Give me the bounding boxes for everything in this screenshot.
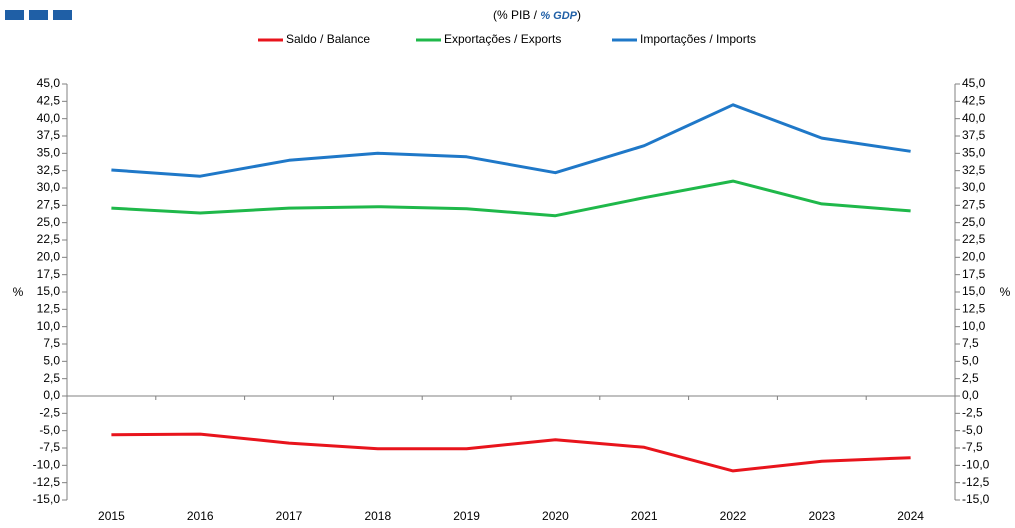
y2-tick-label: 22,5 — [962, 232, 986, 246]
y-tick-label: 45,0 — [37, 76, 61, 90]
x-tick-label: 2018 — [364, 509, 391, 523]
logo-block — [53, 10, 72, 20]
x-tick-label: 2023 — [808, 509, 835, 523]
subtitle-end: ) — [577, 8, 581, 22]
y2-tick-label: 7,5 — [962, 336, 979, 350]
subtitle-en: % GDP — [540, 10, 577, 22]
y-tick-label: 27,5 — [37, 198, 61, 212]
y-tick-label: 0,0 — [43, 388, 60, 402]
x-tick-label: 2024 — [897, 509, 924, 523]
y2-tick-label: 40,0 — [962, 111, 986, 125]
logo-block — [5, 10, 24, 20]
y-tick-label: 25,0 — [37, 215, 61, 229]
series-line — [111, 432, 911, 473]
y-tick-label: 10,0 — [37, 319, 61, 333]
y-tick-label: 12,5 — [37, 302, 61, 316]
x-tick-label: 2022 — [720, 509, 747, 523]
y2-tick-label: 10,0 — [962, 319, 986, 333]
y-tick-label: 22,5 — [37, 232, 61, 246]
y2-tick-label: 12,5 — [962, 302, 986, 316]
y-tick-label: 32,5 — [37, 163, 61, 177]
y-tick-label: 2,5 — [43, 371, 60, 385]
y2-tick-label: -12,5 — [962, 475, 990, 489]
y2-tick-label: 35,0 — [962, 146, 986, 160]
y2-tick-label: 45,0 — [962, 76, 986, 90]
x-tick-label: 2015 — [98, 509, 125, 523]
y2-tick-label: 32,5 — [962, 163, 986, 177]
logo-block — [29, 10, 48, 20]
y-tick-label: -10,0 — [33, 458, 61, 472]
series-line — [111, 103, 911, 178]
legend-label: Saldo / Balance — [286, 32, 370, 46]
y2-tick-label: 30,0 — [962, 180, 986, 194]
y-tick-label: -5,0 — [39, 423, 60, 437]
y-axis-label: % — [13, 285, 24, 299]
series-line — [111, 179, 911, 218]
y2-tick-label: 5,0 — [962, 354, 979, 368]
y-tick-label: 20,0 — [37, 250, 61, 264]
y2-tick-label: -7,5 — [962, 440, 983, 454]
y2-tick-label: 25,0 — [962, 215, 986, 229]
y2-tick-label: 27,5 — [962, 198, 986, 212]
x-tick-label: 2021 — [631, 509, 658, 523]
y-tick-label: 40,0 — [37, 111, 61, 125]
y-tick-label: -2,5 — [39, 406, 60, 420]
x-tick-label: 2017 — [276, 509, 303, 523]
y2-tick-label: 37,5 — [962, 128, 986, 142]
y2-tick-label: 2,5 — [962, 371, 979, 385]
chart-subtitle: (% PIB / % GDP) — [493, 8, 581, 22]
y2-tick-label: 15,0 — [962, 284, 986, 298]
x-tick-label: 2020 — [542, 509, 569, 523]
y2-tick-label: -5,0 — [962, 423, 983, 437]
legend-label: Exportações / Exports — [444, 32, 561, 46]
y2-axis-label: % — [1000, 285, 1011, 299]
y-tick-label: 7,5 — [43, 336, 60, 350]
y-tick-label: -15,0 — [33, 492, 61, 506]
y2-tick-label: 20,0 — [962, 250, 986, 264]
y-tick-label: -7,5 — [39, 440, 60, 454]
y-tick-label: 5,0 — [43, 354, 60, 368]
x-tick-label: 2016 — [187, 509, 214, 523]
y2-tick-label: -10,0 — [962, 458, 990, 472]
legend-label: Importações / Imports — [640, 32, 756, 46]
y2-tick-label: 42,5 — [962, 94, 986, 108]
y-tick-label: 37,5 — [37, 128, 61, 142]
y-tick-label: 17,5 — [37, 267, 61, 281]
y-tick-label: 42,5 — [37, 94, 61, 108]
y2-tick-label: -15,0 — [962, 492, 990, 506]
y-tick-label: 15,0 — [37, 284, 61, 298]
y-tick-label: 30,0 — [37, 180, 61, 194]
subtitle-pt: (% PIB / — [493, 8, 540, 22]
y-tick-label: -12,5 — [33, 475, 61, 489]
y2-tick-label: 17,5 — [962, 267, 986, 281]
x-tick-label: 2019 — [453, 509, 480, 523]
y2-tick-label: 0,0 — [962, 388, 979, 402]
y-tick-label: 35,0 — [37, 146, 61, 160]
y2-tick-label: -2,5 — [962, 406, 983, 420]
